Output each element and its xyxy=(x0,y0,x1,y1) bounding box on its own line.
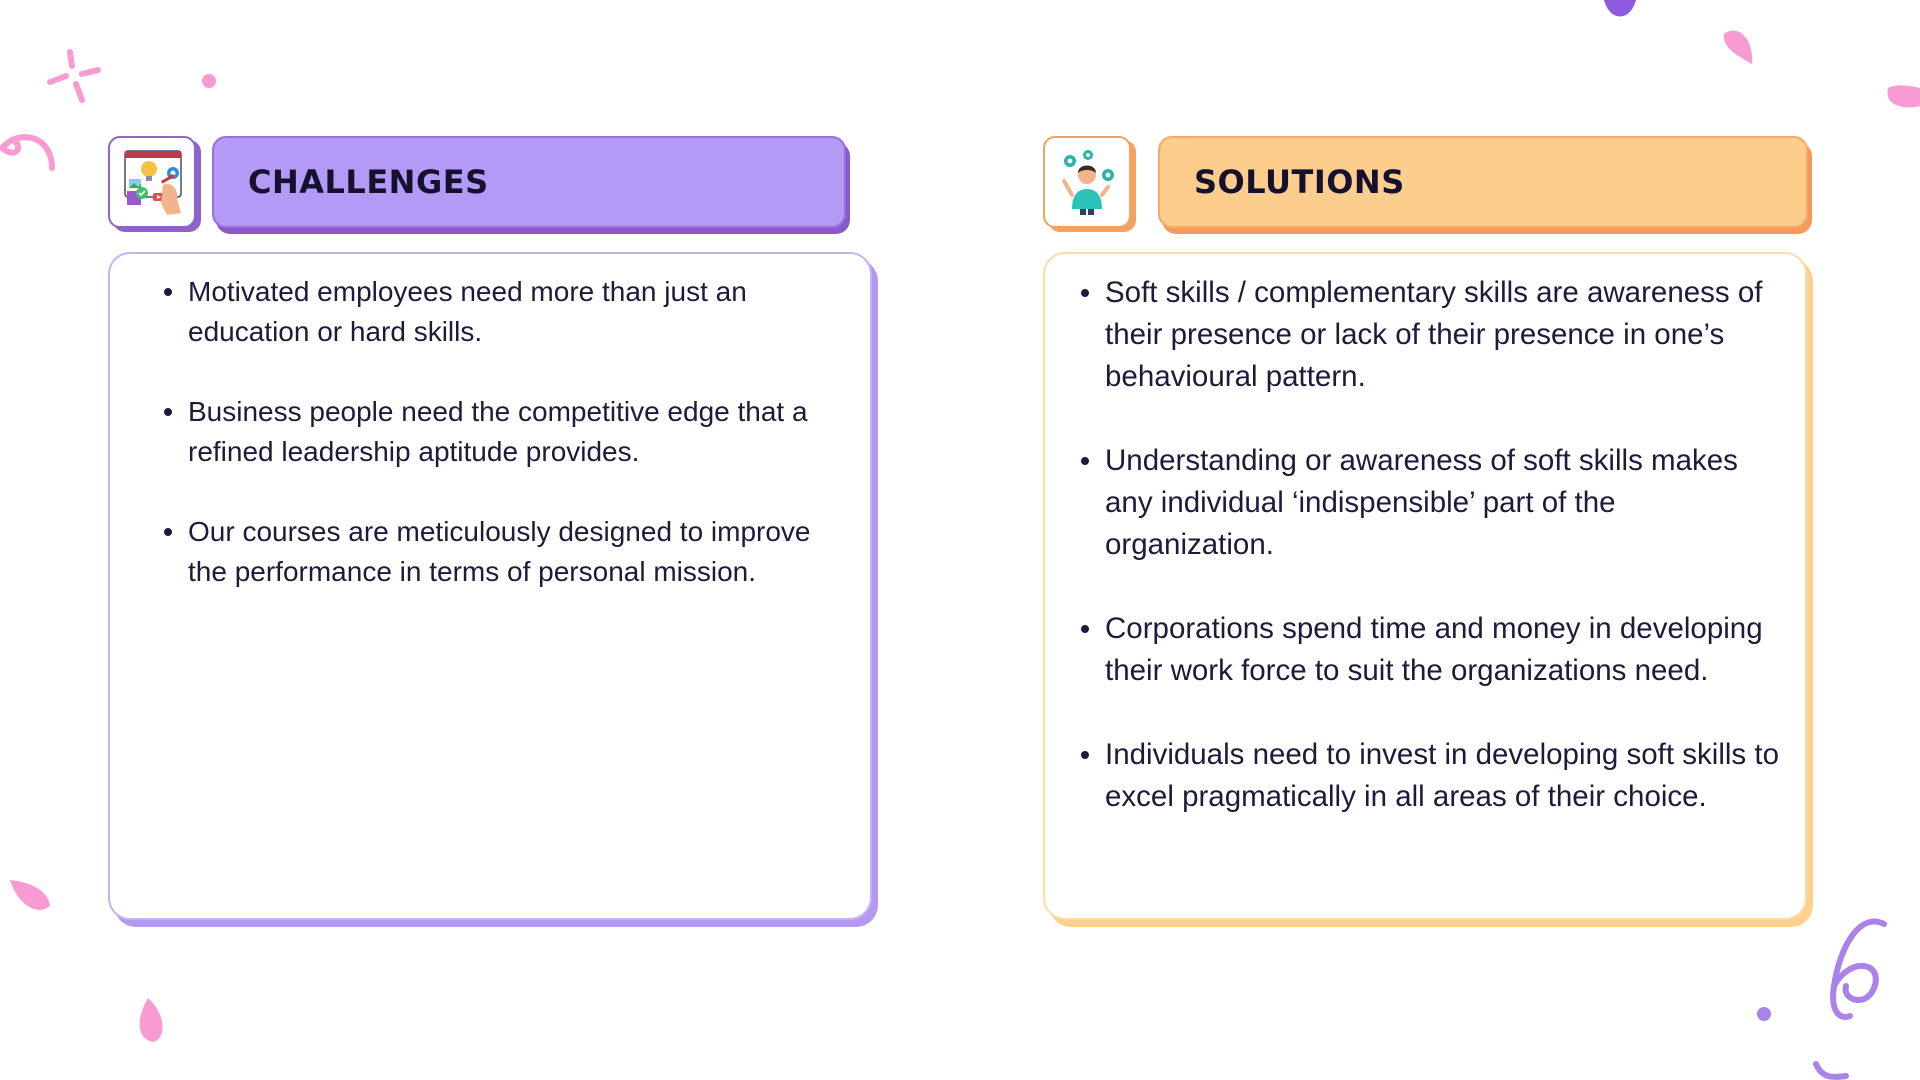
challenges-card: Motivated employees need more than just … xyxy=(108,252,872,920)
solution-item: Corporations spend time and money in dev… xyxy=(1081,608,1781,692)
confetti-petal-icon xyxy=(1723,30,1753,64)
confetti-dot xyxy=(202,74,216,88)
confetti-petal-icon xyxy=(1887,85,1920,108)
squiggle-icon xyxy=(1830,918,1887,1020)
solutions-icon-tile xyxy=(1043,136,1131,228)
solution-item: Soft skills / complementary skills are a… xyxy=(1081,272,1781,398)
confetti-petal-icon xyxy=(1604,0,1636,17)
challenges-title: CHALLENGES xyxy=(248,163,489,201)
challenge-item: Business people need the competitive edg… xyxy=(164,392,846,472)
challenges-icon-tile xyxy=(108,136,196,228)
creative-board-icon xyxy=(124,150,182,215)
confetti-petal-icon xyxy=(139,998,163,1042)
solutions-header: SOLUTIONS xyxy=(1158,136,1808,228)
solutions-card: Soft skills / complementary skills are a… xyxy=(1043,252,1807,920)
squiggle-icon xyxy=(1813,1061,1849,1080)
challenges-list: Motivated employees need more than just … xyxy=(164,272,846,632)
squiggle-icon xyxy=(0,134,55,171)
solutions-list: Soft skills / complementary skills are a… xyxy=(1081,272,1781,860)
challenges-header: CHALLENGES xyxy=(212,136,846,228)
solutions-title: SOLUTIONS xyxy=(1194,163,1405,201)
confetti-dot xyxy=(1757,1007,1771,1021)
challenge-item: Motivated employees need more than just … xyxy=(164,272,846,352)
person-gears-icon xyxy=(1062,150,1114,215)
confetti-petal-icon xyxy=(10,880,50,910)
sparkle-icon xyxy=(47,49,101,103)
challenge-item: Our courses are meticulously designed to… xyxy=(164,512,846,592)
solution-item: Individuals need to invest in developing… xyxy=(1081,734,1781,818)
solution-item: Understanding or awareness of soft skill… xyxy=(1081,440,1781,566)
